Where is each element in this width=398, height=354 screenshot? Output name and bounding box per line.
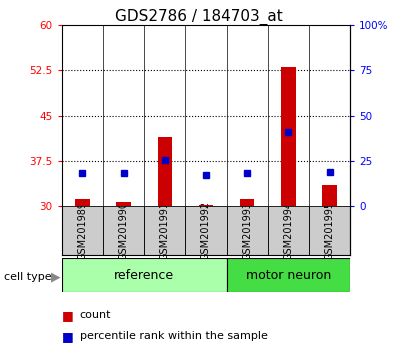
Bar	[309, 206, 350, 255]
Text: GSM201993: GSM201993	[242, 201, 252, 260]
Text: ■: ■	[62, 330, 74, 343]
Bar	[268, 206, 309, 255]
Bar	[144, 206, 185, 255]
Bar	[226, 258, 350, 292]
Text: cell type: cell type	[4, 272, 52, 282]
Bar	[62, 206, 103, 255]
Bar	[185, 206, 226, 255]
Text: GSM201990: GSM201990	[119, 201, 129, 260]
Text: GSM201991: GSM201991	[160, 201, 170, 260]
Text: reference: reference	[114, 269, 174, 282]
Bar	[199, 205, 213, 206]
Text: GSM201995: GSM201995	[325, 201, 335, 260]
Bar	[322, 185, 337, 206]
Bar	[281, 67, 296, 206]
Bar	[240, 199, 254, 206]
Text: GSM201992: GSM201992	[201, 201, 211, 260]
Bar	[226, 206, 268, 255]
Bar	[116, 201, 131, 206]
Text: ■: ■	[62, 309, 74, 321]
Text: motor neuron: motor neuron	[246, 269, 331, 282]
Bar	[62, 258, 226, 292]
Text: GSM201994: GSM201994	[283, 201, 293, 260]
Text: ▶: ▶	[51, 270, 60, 283]
Text: GDS2786 / 184703_at: GDS2786 / 184703_at	[115, 9, 283, 25]
Text: GSM201989: GSM201989	[77, 201, 87, 260]
Text: percentile rank within the sample: percentile rank within the sample	[80, 331, 267, 341]
Bar	[75, 199, 90, 206]
Bar	[158, 137, 172, 206]
Bar	[103, 206, 144, 255]
Text: count: count	[80, 310, 111, 320]
